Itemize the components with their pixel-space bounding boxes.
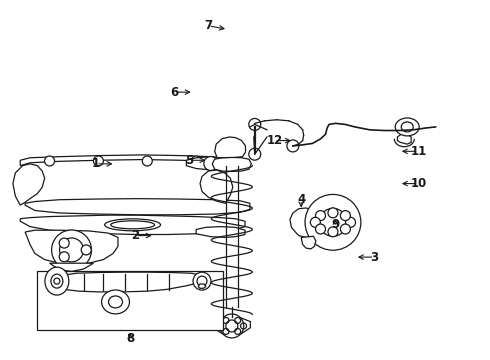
Circle shape: [220, 314, 244, 338]
Circle shape: [45, 156, 54, 166]
Circle shape: [316, 224, 325, 234]
Polygon shape: [49, 263, 94, 271]
Circle shape: [310, 217, 320, 227]
Ellipse shape: [105, 219, 161, 231]
Text: 4: 4: [297, 193, 305, 206]
Text: 2: 2: [131, 229, 139, 242]
Circle shape: [287, 140, 299, 152]
Polygon shape: [301, 236, 316, 249]
Text: 12: 12: [266, 134, 282, 147]
Circle shape: [191, 156, 201, 166]
Circle shape: [59, 238, 69, 248]
Circle shape: [341, 211, 350, 221]
Circle shape: [193, 272, 211, 290]
Circle shape: [142, 156, 152, 166]
Text: 6: 6: [170, 86, 178, 99]
Circle shape: [316, 211, 325, 221]
Circle shape: [328, 208, 338, 218]
Polygon shape: [200, 170, 233, 203]
Polygon shape: [186, 157, 235, 170]
Circle shape: [345, 217, 356, 227]
Circle shape: [51, 230, 92, 270]
Text: 8: 8: [126, 332, 134, 345]
Circle shape: [341, 224, 350, 234]
Polygon shape: [51, 272, 203, 292]
Text: 10: 10: [410, 177, 427, 190]
Polygon shape: [20, 155, 224, 166]
Polygon shape: [196, 226, 245, 237]
Bar: [37, 271, 223, 330]
Circle shape: [204, 157, 218, 171]
Polygon shape: [13, 164, 45, 205]
Text: 3: 3: [370, 251, 379, 264]
Circle shape: [249, 148, 261, 160]
Circle shape: [59, 252, 69, 262]
Text: 7: 7: [204, 19, 213, 32]
Circle shape: [81, 245, 91, 255]
Text: 5: 5: [185, 154, 193, 167]
Polygon shape: [198, 284, 206, 288]
Text: 1: 1: [92, 157, 100, 170]
Polygon shape: [20, 215, 245, 234]
Text: 11: 11: [410, 145, 427, 158]
Ellipse shape: [395, 118, 419, 136]
Polygon shape: [290, 208, 319, 237]
Polygon shape: [213, 317, 250, 335]
Polygon shape: [215, 137, 245, 158]
Ellipse shape: [45, 267, 69, 295]
Circle shape: [94, 156, 103, 166]
Circle shape: [328, 227, 338, 237]
Text: 9: 9: [331, 218, 340, 231]
Polygon shape: [397, 134, 411, 144]
Polygon shape: [25, 199, 250, 215]
Polygon shape: [25, 230, 118, 264]
Polygon shape: [212, 157, 251, 171]
Circle shape: [305, 194, 361, 250]
Circle shape: [249, 118, 261, 130]
Ellipse shape: [101, 290, 129, 314]
